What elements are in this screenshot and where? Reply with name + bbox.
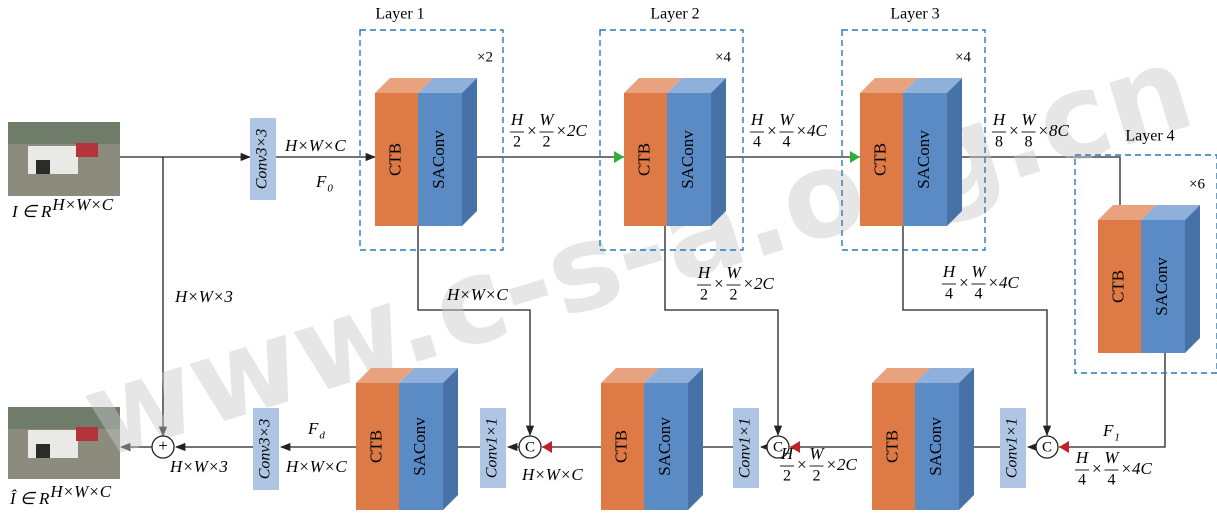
layer-repeat: ×4 bbox=[715, 49, 731, 65]
saconv-label: SAConv bbox=[678, 130, 697, 189]
dim-text: × bbox=[1008, 121, 1019, 140]
saconv-label: SAConv bbox=[1152, 257, 1171, 316]
dim-text: × bbox=[713, 274, 724, 293]
dim-num: W bbox=[779, 110, 795, 129]
saconv-side bbox=[688, 368, 703, 510]
dim-den: 4 bbox=[945, 286, 953, 303]
dim-text: × bbox=[958, 273, 969, 292]
conv-label: Conv1×1 bbox=[737, 418, 754, 479]
diagram: www.c-s-a.org.cnLayer 1×2Layer 2×4Layer … bbox=[0, 0, 1217, 517]
dim-den: 8 bbox=[995, 134, 1003, 151]
dim-den: 4 bbox=[782, 134, 790, 151]
dim-num: H bbox=[780, 444, 795, 463]
dim-text: ×2C bbox=[825, 455, 857, 474]
image-label-sup: H×W×C bbox=[51, 195, 113, 214]
layer-title: Layer 1 bbox=[375, 6, 424, 23]
feature-sub: 0 bbox=[327, 183, 333, 195]
layer-repeat: ×2 bbox=[477, 49, 493, 65]
dim-label: H×W×C bbox=[285, 457, 347, 476]
layer-repeat: ×6 bbox=[1189, 176, 1205, 192]
dim-text: ×8C bbox=[1037, 121, 1069, 140]
saconv-label: SAConv bbox=[429, 130, 448, 189]
dim-num: W bbox=[971, 262, 987, 281]
saconv-side bbox=[443, 368, 458, 510]
image-label: I ∈ R bbox=[11, 202, 52, 221]
saconv-side bbox=[1185, 205, 1200, 353]
dim-num: W bbox=[1021, 110, 1037, 129]
concat-label: C bbox=[1042, 439, 1052, 455]
saconv-label: SAConv bbox=[655, 417, 674, 476]
dim-den: 4 bbox=[1107, 472, 1115, 489]
dim-den: 2 bbox=[783, 468, 791, 485]
dim-den: 8 bbox=[1024, 134, 1032, 151]
feature-label: F bbox=[315, 172, 327, 191]
dim-num: W bbox=[809, 444, 825, 463]
dim-text: ×4C bbox=[795, 121, 827, 140]
dim-num: H bbox=[1075, 448, 1090, 467]
dim-den: 4 bbox=[974, 286, 982, 303]
dim-label: H×W×C bbox=[446, 285, 508, 304]
dim-num: H bbox=[942, 262, 957, 281]
conv-label: Conv3×3 bbox=[257, 419, 274, 480]
dim-text: × bbox=[1091, 459, 1102, 478]
dim-text: × bbox=[766, 121, 777, 140]
conv-label: Conv1×1 bbox=[484, 418, 501, 479]
saconv-side bbox=[711, 78, 726, 226]
ctb-label: CTB bbox=[882, 430, 901, 463]
layer-repeat: ×4 bbox=[955, 49, 971, 65]
ctb-label: CTB bbox=[611, 430, 630, 463]
image-label: Î ∈ R bbox=[9, 489, 50, 508]
image-label-sup: H×W×C bbox=[49, 482, 111, 501]
dim-den: 4 bbox=[1078, 472, 1086, 489]
saconv-side bbox=[462, 78, 477, 226]
ctb-label: CTB bbox=[870, 143, 889, 176]
dim-num: H bbox=[697, 263, 712, 282]
dim-text: ×2C bbox=[555, 121, 587, 140]
ctb-label: CTB bbox=[385, 143, 404, 176]
plus-label: + bbox=[158, 436, 168, 455]
ctb-label: CTB bbox=[634, 143, 653, 176]
ctb-label: CTB bbox=[1108, 270, 1127, 303]
dim-text: ×4C bbox=[987, 273, 1019, 292]
dim-text: ×4C bbox=[1120, 459, 1152, 478]
saconv-side bbox=[959, 368, 974, 510]
saconv-label: SAConv bbox=[410, 417, 429, 476]
dim-num: W bbox=[539, 110, 555, 129]
dim-label: H×W×3 bbox=[174, 287, 233, 306]
dim-den: 2 bbox=[542, 134, 550, 151]
ctb-label: CTB bbox=[366, 430, 385, 463]
dim-text: × bbox=[526, 121, 537, 140]
layer-title: Layer 4 bbox=[1125, 128, 1174, 145]
conv-label: Conv1×1 bbox=[1004, 418, 1021, 479]
dim-den: 2 bbox=[700, 287, 708, 304]
dim-label: H×W×C bbox=[284, 136, 346, 155]
dim-num: W bbox=[726, 263, 742, 282]
feature-label: F bbox=[307, 419, 319, 438]
layer-title: Layer 2 bbox=[650, 6, 699, 23]
dim-den: 2 bbox=[513, 134, 521, 151]
input-image bbox=[8, 122, 120, 196]
dim-den: 4 bbox=[753, 134, 761, 151]
feature-sub: d bbox=[319, 430, 325, 442]
dim-num: H bbox=[510, 110, 525, 129]
dim-label: H×W×C bbox=[521, 465, 583, 484]
dim-text: × bbox=[796, 455, 807, 474]
dim-den: 2 bbox=[812, 468, 820, 485]
feature-sub: 1 bbox=[1114, 432, 1120, 444]
conv-label: Conv3×3 bbox=[254, 129, 271, 190]
concat-label: C bbox=[525, 439, 535, 455]
dim-text: ×2C bbox=[742, 274, 774, 293]
dim-label: H×W×3 bbox=[169, 457, 228, 476]
dim-den: 2 bbox=[729, 287, 737, 304]
dim-num: H bbox=[992, 110, 1007, 129]
saconv-side bbox=[947, 78, 962, 226]
dim-num: W bbox=[1104, 448, 1120, 467]
saconv-label: SAConv bbox=[914, 130, 933, 189]
layer-title: Layer 3 bbox=[890, 6, 939, 23]
feature-label: F bbox=[1102, 421, 1114, 440]
dim-num: H bbox=[750, 110, 765, 129]
saconv-label: SAConv bbox=[926, 417, 945, 476]
